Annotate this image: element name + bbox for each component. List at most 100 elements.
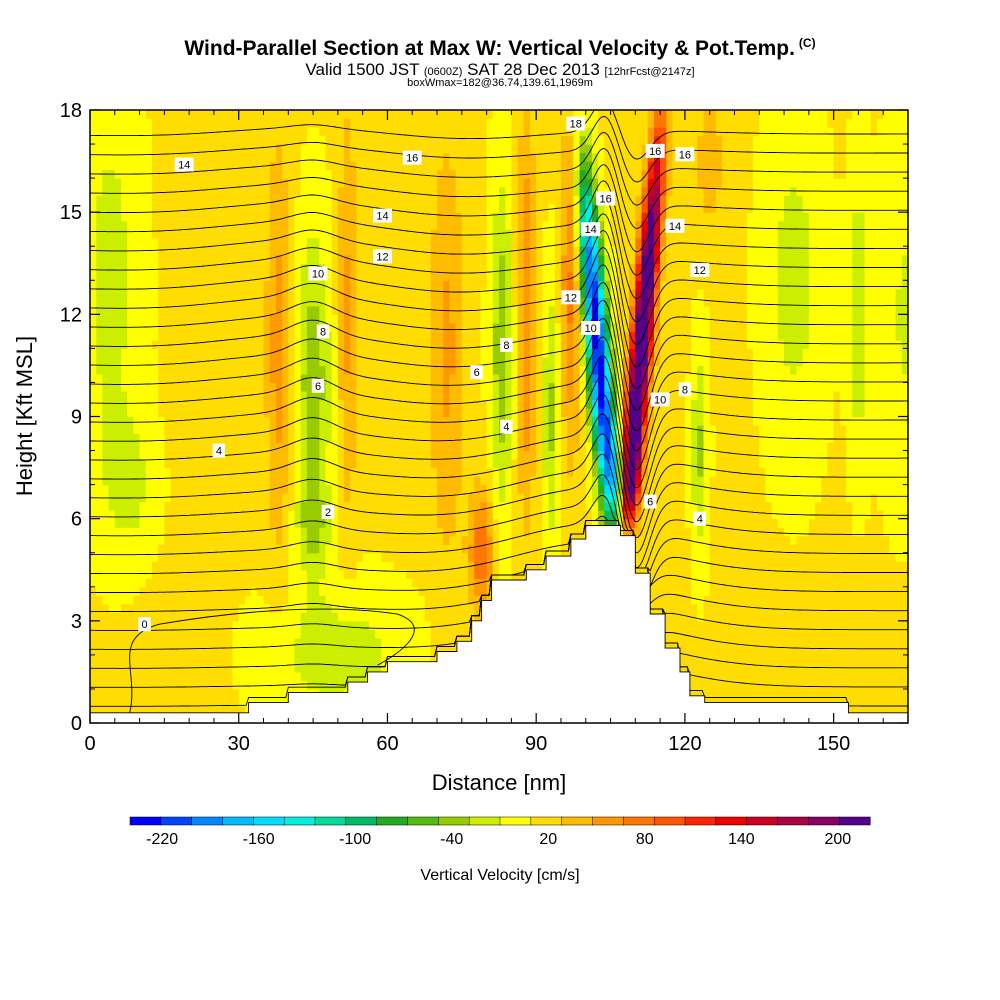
velocity-cell bbox=[901, 493, 908, 503]
velocity-cell bbox=[901, 527, 908, 537]
velocity-cell bbox=[722, 407, 729, 418]
velocity-cell bbox=[145, 450, 153, 460]
velocity-cell bbox=[449, 501, 457, 511]
velocity-cell bbox=[771, 501, 779, 511]
velocity-cell bbox=[492, 544, 500, 554]
velocity-cell bbox=[511, 425, 519, 435]
velocity-cell bbox=[399, 518, 407, 528]
velocity-cell bbox=[567, 510, 574, 520]
velocity-cell bbox=[616, 425, 624, 435]
velocity-cell bbox=[815, 552, 822, 562]
velocity-cell bbox=[244, 407, 252, 418]
velocity-cell bbox=[499, 399, 506, 409]
velocity-cell bbox=[443, 569, 451, 579]
velocity-cell bbox=[96, 433, 103, 443]
velocity-cell bbox=[672, 637, 680, 647]
velocity-cell bbox=[226, 544, 234, 554]
velocity-cell bbox=[362, 620, 370, 630]
velocity-cell bbox=[437, 433, 444, 443]
velocity-cell bbox=[244, 561, 252, 571]
velocity-cell bbox=[176, 450, 184, 460]
velocity-cell bbox=[102, 671, 110, 682]
velocity-cell bbox=[790, 595, 798, 605]
velocity-cell bbox=[356, 442, 364, 452]
velocity-cell bbox=[139, 518, 147, 528]
title-text: Wind-Parallel Section at Max W: Vertical… bbox=[184, 37, 795, 60]
velocity-cell bbox=[306, 476, 314, 486]
velocity-cell bbox=[455, 561, 463, 571]
velocity-cell bbox=[170, 688, 178, 699]
velocity-cell bbox=[883, 578, 891, 588]
velocity-cell bbox=[120, 705, 128, 716]
velocity-cell bbox=[170, 646, 178, 656]
velocity-cell bbox=[474, 510, 482, 520]
velocity-cell bbox=[251, 459, 258, 469]
velocity-cell bbox=[790, 586, 798, 596]
velocity-cell bbox=[691, 467, 698, 477]
velocity-cell bbox=[715, 510, 723, 520]
velocity-cell bbox=[523, 433, 531, 443]
velocity-cell bbox=[846, 654, 853, 664]
velocity-cell bbox=[604, 484, 612, 494]
velocity-cell bbox=[486, 399, 494, 409]
velocity-cell bbox=[697, 578, 705, 588]
velocity-cell bbox=[560, 544, 568, 554]
velocity-cell bbox=[833, 476, 841, 486]
velocity-cell bbox=[108, 671, 116, 682]
velocity-cell bbox=[753, 620, 760, 630]
velocity-cell bbox=[120, 620, 128, 630]
velocity-cell bbox=[852, 603, 860, 613]
velocity-cell bbox=[108, 688, 116, 699]
velocity-cell bbox=[604, 501, 612, 511]
velocity-cell bbox=[560, 425, 568, 435]
velocity-cell bbox=[244, 425, 252, 435]
velocity-cell bbox=[381, 569, 389, 579]
velocity-cell bbox=[238, 595, 246, 605]
velocity-cell bbox=[189, 688, 196, 699]
velocity-cell bbox=[269, 476, 277, 486]
velocity-cell bbox=[728, 595, 736, 605]
velocity-cell bbox=[746, 535, 754, 545]
velocity-cell bbox=[158, 697, 165, 707]
velocity-cell bbox=[275, 637, 283, 647]
velocity-cell bbox=[647, 544, 655, 554]
velocity-cell bbox=[356, 510, 364, 520]
velocity-cell bbox=[313, 501, 320, 511]
velocity-cell bbox=[511, 476, 519, 486]
velocity-cell bbox=[102, 680, 110, 690]
velocity-cell bbox=[220, 501, 227, 511]
velocity-cell bbox=[120, 671, 128, 682]
velocity-cell bbox=[406, 578, 413, 588]
velocity-cell bbox=[269, 467, 277, 477]
velocity-cell bbox=[226, 586, 234, 596]
velocity-cell bbox=[492, 569, 500, 579]
velocity-cell bbox=[505, 450, 512, 460]
velocity-cell bbox=[616, 518, 624, 528]
velocity-cell bbox=[319, 416, 327, 426]
velocity-cell bbox=[151, 654, 159, 664]
velocity-cell bbox=[660, 569, 667, 579]
velocity-cell bbox=[653, 603, 661, 613]
velocity-cell bbox=[486, 510, 494, 520]
velocity-cell bbox=[170, 425, 178, 435]
velocity-cell bbox=[368, 663, 376, 673]
velocity-cell bbox=[492, 433, 500, 443]
velocity-cell bbox=[821, 578, 829, 588]
velocity-cell bbox=[381, 620, 389, 630]
velocity-cell bbox=[709, 535, 717, 545]
velocity-cell bbox=[418, 629, 426, 639]
velocity-cell bbox=[455, 416, 463, 426]
velocity-cell bbox=[238, 612, 246, 622]
velocity-cell bbox=[653, 595, 661, 605]
velocity-cell bbox=[387, 629, 395, 639]
velocity-cell bbox=[833, 518, 841, 528]
velocity-cell bbox=[499, 459, 506, 469]
velocity-cell bbox=[666, 433, 674, 443]
velocity-cell bbox=[238, 552, 246, 562]
velocity-cell bbox=[536, 518, 543, 528]
velocity-cell bbox=[90, 552, 97, 562]
velocity-cell bbox=[368, 552, 376, 562]
velocity-cell bbox=[418, 535, 426, 545]
velocity-cell bbox=[740, 646, 748, 656]
velocity-cell bbox=[96, 501, 103, 511]
